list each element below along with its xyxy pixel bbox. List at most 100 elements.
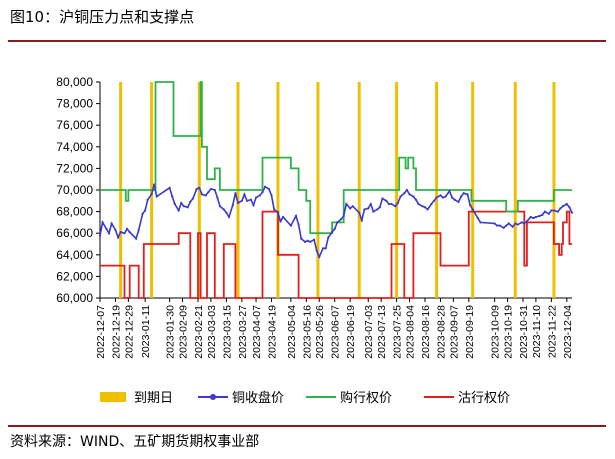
close-point [417, 202, 420, 206]
close-point [450, 196, 454, 199]
close-point [507, 222, 510, 225]
x-tick-label: 2023-05-04 [286, 305, 298, 359]
close-point [541, 213, 544, 216]
close-point [514, 222, 517, 225]
close-point [258, 194, 262, 197]
close-point [498, 224, 501, 227]
y-tick-label: 62,000 [56, 269, 93, 283]
close-point [342, 214, 345, 218]
legend-label: 沽行权价 [458, 390, 510, 406]
close-point [263, 185, 267, 188]
x-tick-label: 2023-02-21 [193, 305, 205, 359]
close-point [381, 197, 384, 200]
close-point [505, 224, 508, 227]
close-point [532, 216, 535, 220]
close-point [547, 212, 550, 215]
close-point [349, 207, 352, 210]
close-point [110, 222, 113, 225]
close-point [363, 208, 366, 211]
close-point [171, 195, 174, 198]
y-axis: 80,000 78,000 76,000 74,000 72,000 70,000 68,0… [56, 75, 100, 305]
close-point [236, 201, 240, 205]
x-tick-label: 2023-01-30 [165, 305, 177, 359]
series-layer [98, 81, 574, 299]
close-point [336, 221, 339, 224]
close-point [369, 202, 372, 206]
close-point [123, 232, 126, 235]
close-point [249, 198, 252, 201]
x-tick-label: 2023-09-19 [464, 305, 476, 359]
close-point [222, 208, 225, 211]
close-point [421, 205, 424, 208]
x-tick-label: 2022-12-19 [110, 305, 122, 359]
close-point [523, 222, 526, 225]
close-point [345, 202, 348, 206]
y-tick-label: 72,000 [56, 161, 93, 175]
close-point [476, 216, 479, 220]
close-point [559, 207, 562, 210]
legend-label: 到期日 [134, 391, 173, 406]
close-point [426, 208, 429, 211]
close-point [146, 198, 149, 201]
x-tick-label: 2023-05-16 [301, 305, 313, 359]
y-tick-label: 74,000 [56, 140, 93, 154]
y-tick-label: 66,000 [56, 226, 93, 240]
close-point [227, 215, 231, 219]
close-point [387, 202, 390, 206]
series-line-call [100, 81, 572, 235]
x-tick-label: 2023-11-10 [531, 305, 543, 358]
x-tick-label: 2023-04-07 [251, 305, 263, 359]
close-point [315, 249, 318, 252]
close-point [252, 204, 255, 207]
close-point [385, 199, 388, 202]
close-point [340, 218, 343, 221]
close-point [105, 227, 108, 230]
close-point [173, 202, 176, 206]
close-point [525, 220, 528, 223]
close-point [570, 211, 574, 214]
close-point [457, 200, 460, 203]
close-point [378, 206, 381, 209]
source-note: 资料来源：WIND、五矿期货期权事业部 [10, 434, 260, 450]
x-tick-label: 2023-01-11 [140, 305, 152, 358]
x-tick-label: 2023-02-09 [178, 305, 190, 359]
close-point [423, 206, 427, 209]
close-point [107, 232, 111, 235]
close-point [189, 200, 192, 203]
x-tick-label: 2023-08-28 [435, 305, 447, 359]
close-point [209, 187, 213, 191]
expiry-bars [119, 82, 556, 298]
close-point [376, 208, 379, 211]
series-line-close [99, 184, 573, 260]
x-tick-label: 2023-12-04 [562, 305, 574, 359]
close-point [403, 192, 406, 195]
close-point [432, 199, 436, 202]
close-point [396, 201, 400, 205]
x-tick-label: 2023-10-09 [490, 305, 502, 359]
close-point [300, 237, 303, 240]
close-point [414, 198, 418, 201]
y-tick-label: 78,000 [56, 97, 93, 111]
figure-title: 图10：沪铜压力点和支撑点 [10, 8, 195, 26]
x-tick-label: 2023-10-31 [518, 305, 530, 359]
y-tick-label: 68,000 [56, 205, 93, 219]
close-point [306, 239, 309, 242]
close-point [448, 189, 451, 193]
close-point [358, 211, 361, 214]
close-point [204, 194, 207, 197]
y-tick-label: 70,000 [56, 183, 93, 197]
x-tick-label: 2023-07-03 [363, 305, 375, 359]
close-point [372, 210, 375, 213]
close-point [213, 188, 216, 192]
close-point [303, 240, 307, 243]
close-point [141, 212, 144, 215]
close-point [309, 240, 312, 243]
close-point [216, 196, 219, 199]
close-point [114, 228, 117, 232]
y-tick-label: 64,000 [56, 248, 93, 262]
close-point [568, 206, 571, 209]
close-point [254, 196, 258, 199]
close-point [180, 201, 183, 205]
x-tick-label: 2023-07-25 [392, 305, 404, 359]
